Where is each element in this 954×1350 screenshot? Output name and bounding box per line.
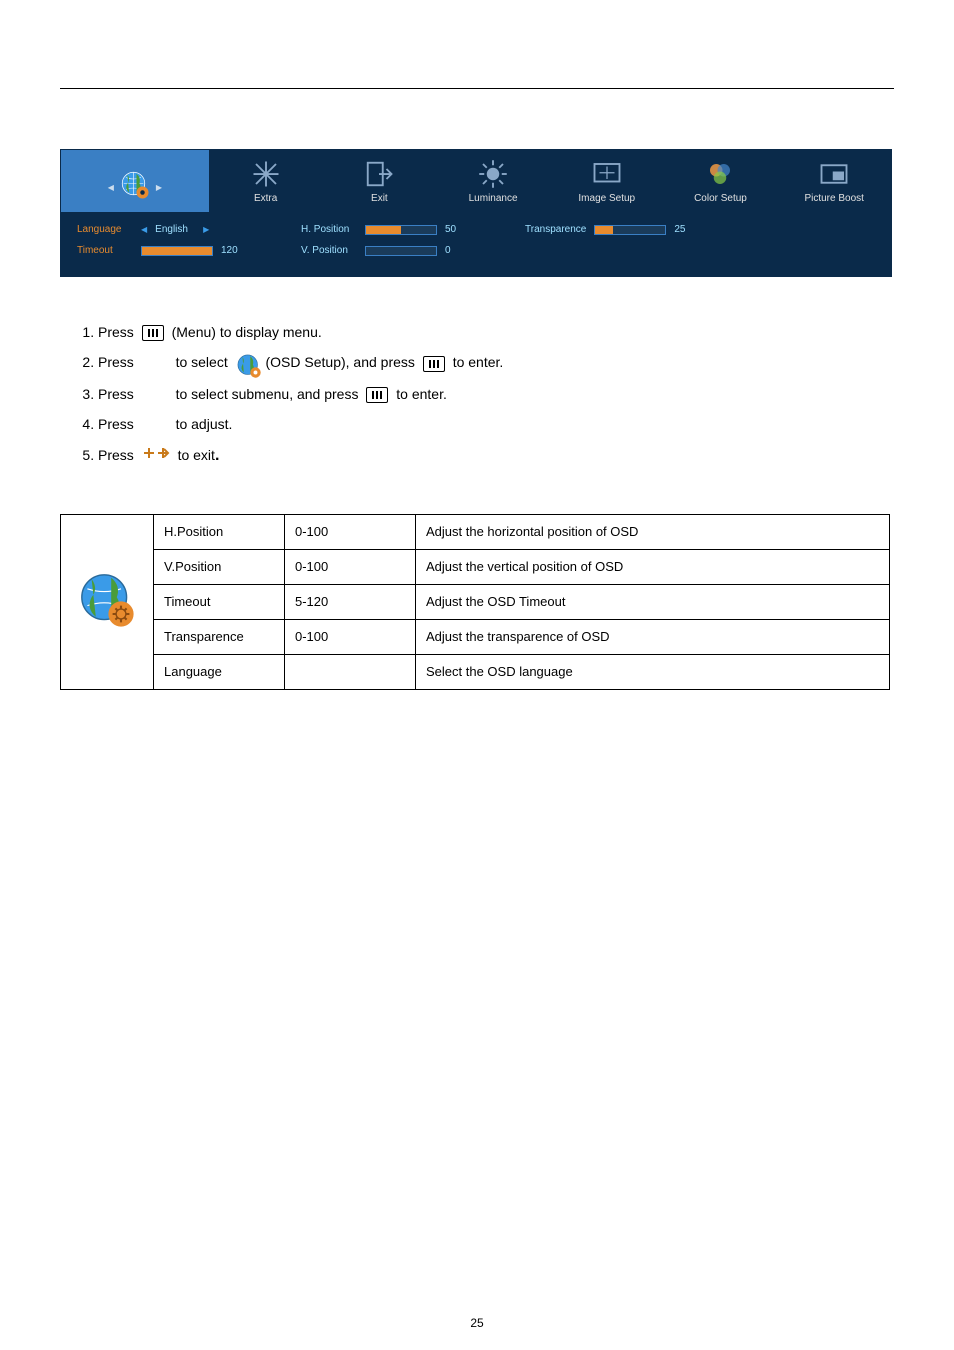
extra-icon <box>251 159 281 189</box>
step-text: Press <box>98 416 134 432</box>
row-desc: Select the OSD language <box>416 654 890 689</box>
page-number: 25 <box>0 1316 954 1330</box>
osd-tab-colorsetup: Color Setup <box>664 150 778 212</box>
osd-tab-exit: Exit <box>323 150 437 212</box>
row-name: Language <box>154 654 285 689</box>
step-1: Press (Menu) to display menu. <box>98 317 894 347</box>
menu-icon <box>366 387 388 403</box>
spec-table: H.Position 0-100 Adjust the horizontal p… <box>60 514 890 690</box>
menu-icon <box>423 356 445 372</box>
row-range <box>285 654 416 689</box>
period: . <box>215 447 219 464</box>
step-text: Press <box>98 386 134 402</box>
row-range: 0-100 <box>285 514 416 549</box>
step-text: Press <box>98 324 134 340</box>
luminance-icon <box>478 159 508 189</box>
step-text: to adjust. <box>176 416 233 432</box>
color-setup-icon <box>705 159 735 189</box>
instructions: Press (Menu) to display menu. Press to s… <box>60 317 894 474</box>
row-desc: Adjust the horizontal position of OSD <box>416 514 890 549</box>
row-name: H.Position <box>154 514 285 549</box>
osd-timeout-label: Timeout <box>77 245 133 256</box>
step-text: to enter. <box>453 354 504 370</box>
globe-gear-icon <box>120 170 150 200</box>
row-desc: Adjust the OSD Timeout <box>416 584 890 619</box>
osd-trans-value: 25 <box>674 224 694 235</box>
osd-tab-osdsetup: ◀ ▶ <box>61 150 209 212</box>
osd-vpos-label: V. Position <box>301 245 357 256</box>
table-row: V.Position 0-100 Adjust the vertical pos… <box>61 549 890 584</box>
step-text: (Menu) to display menu. <box>172 324 322 340</box>
osd-vpos-bar <box>365 246 437 256</box>
step-2: Press to select (OSD Setup), and press t… <box>98 347 894 378</box>
step-text: to select submenu, and press <box>176 386 359 402</box>
step-text: Press <box>98 354 134 370</box>
osd-language-value: English <box>155 224 195 235</box>
osd-trans-label: Transparence <box>525 224 586 235</box>
tab-label: Color Setup <box>694 193 747 204</box>
tab-label: Picture Boost <box>804 193 863 204</box>
table-row: Transparence 0-100 Adjust the transparen… <box>61 619 890 654</box>
row-range: 0-100 <box>285 549 416 584</box>
auto-exit-icon <box>142 444 170 470</box>
globe-gear-icon <box>79 572 135 628</box>
step-text: to enter. <box>396 386 447 402</box>
step-5: Press to exit. <box>98 439 894 473</box>
table-row: Language Select the OSD language <box>61 654 890 689</box>
step-3: Press to select submenu, and press to en… <box>98 379 894 409</box>
exit-icon <box>364 159 394 189</box>
osd-hpos-value: 50 <box>445 224 465 235</box>
osd-timeout-value: 120 <box>221 245 241 256</box>
row-name: Timeout <box>154 584 285 619</box>
table-row: Timeout 5-120 Adjust the OSD Timeout <box>61 584 890 619</box>
osd-hpos-label: H. Position <box>301 224 357 235</box>
tab-label: Extra <box>254 193 277 204</box>
osd-vpos-value: 0 <box>445 245 465 256</box>
table-icon-cell <box>61 514 154 689</box>
left-arrow-icon: ◀ <box>141 225 147 234</box>
step-text: Press <box>98 447 134 463</box>
osd-language-label: Language <box>77 224 133 235</box>
row-range: 0-100 <box>285 619 416 654</box>
picture-boost-icon <box>819 159 849 189</box>
step-text: to exit <box>178 447 215 463</box>
tab-label: Image Setup <box>578 193 635 204</box>
osd-tab-extra: Extra <box>209 150 323 212</box>
row-range: 5-120 <box>285 584 416 619</box>
osd-tab-pictureboost: Picture Boost <box>777 150 891 212</box>
osd-tab-luminance: Luminance <box>436 150 550 212</box>
row-desc: Adjust the vertical position of OSD <box>416 549 890 584</box>
step-4: Press to adjust. <box>98 409 894 439</box>
right-arrow-icon: ▶ <box>203 225 209 234</box>
row-desc: Adjust the transparence of OSD <box>416 619 890 654</box>
osd-tab-imagesetup: Image Setup <box>550 150 664 212</box>
osd-timeout-bar <box>141 246 213 256</box>
osd-setup-icon <box>236 353 258 375</box>
osd-trans-bar <box>594 225 666 235</box>
tab-label: Exit <box>371 193 388 204</box>
tab-label: Luminance <box>469 193 518 204</box>
menu-icon <box>142 325 164 341</box>
row-name: V.Position <box>154 549 285 584</box>
table-row: H.Position 0-100 Adjust the horizontal p… <box>61 514 890 549</box>
row-name: Transparence <box>154 619 285 654</box>
step-text: (OSD Setup), and press <box>266 354 415 370</box>
osd-screenshot: ◀ ▶ Extra Exit <box>60 149 892 277</box>
image-setup-icon <box>592 159 622 189</box>
step-text: to select <box>176 354 228 370</box>
osd-hpos-bar <box>365 225 437 235</box>
